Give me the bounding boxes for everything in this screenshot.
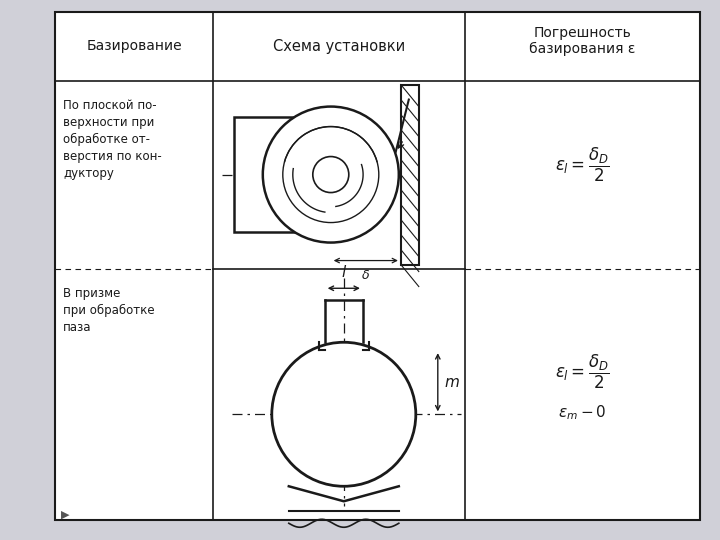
Text: $l$: $l$ [341,264,347,280]
Text: $\delta$: $\delta$ [361,268,370,281]
Text: $\varepsilon_m - 0$: $\varepsilon_m - 0$ [558,403,606,422]
Bar [234,117,299,232]
Circle shape [283,126,379,222]
Circle shape [263,106,399,242]
Text: Погрешность
базирования ε: Погрешность базирования ε [529,26,636,57]
Text: $\varepsilon_l = \dfrac{\delta_D}{2}$: $\varepsilon_l = \dfrac{\delta_D}{2}$ [555,353,610,392]
Text: $\varepsilon_l = \dfrac{\delta_D}{2}$: $\varepsilon_l = \dfrac{\delta_D}{2}$ [555,145,610,184]
Bar [55,12,700,520]
Bar [401,85,419,265]
Circle shape [272,342,416,486]
Text: В призме
при обработке
паза: В призме при обработке паза [63,287,155,334]
Text: ▶: ▶ [61,510,70,520]
Text: $m$: $m$ [444,375,459,390]
Circle shape [312,157,348,193]
Text: Базирование: Базирование [86,39,182,53]
Text: Схема установки: Схема установки [273,39,405,54]
Text: По плоской по-
верхности при
обработке от-
верстия по кон-
дуктору: По плоской по- верхности при обработке о… [63,99,162,180]
